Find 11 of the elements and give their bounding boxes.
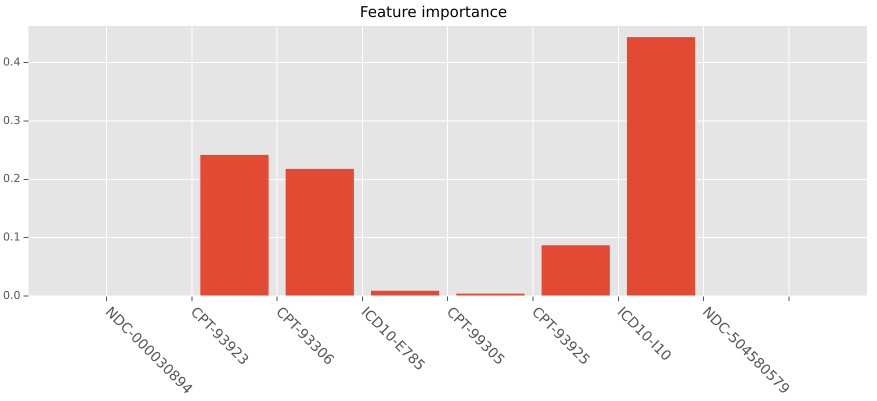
y-tick-label: 0.2 bbox=[2, 172, 20, 186]
bar bbox=[286, 168, 354, 296]
y-tick-label: 0.3 bbox=[2, 114, 20, 127]
bar bbox=[626, 37, 696, 296]
chart-title: Feature importance bbox=[360, 2, 508, 21]
bar bbox=[370, 290, 440, 296]
bar bbox=[200, 154, 269, 296]
y-tick-label: 0.0 bbox=[2, 288, 20, 302]
y-tick-label: 0.1 bbox=[2, 230, 20, 244]
y-tick-label: 0.4 bbox=[2, 56, 20, 69]
bar bbox=[542, 245, 610, 296]
